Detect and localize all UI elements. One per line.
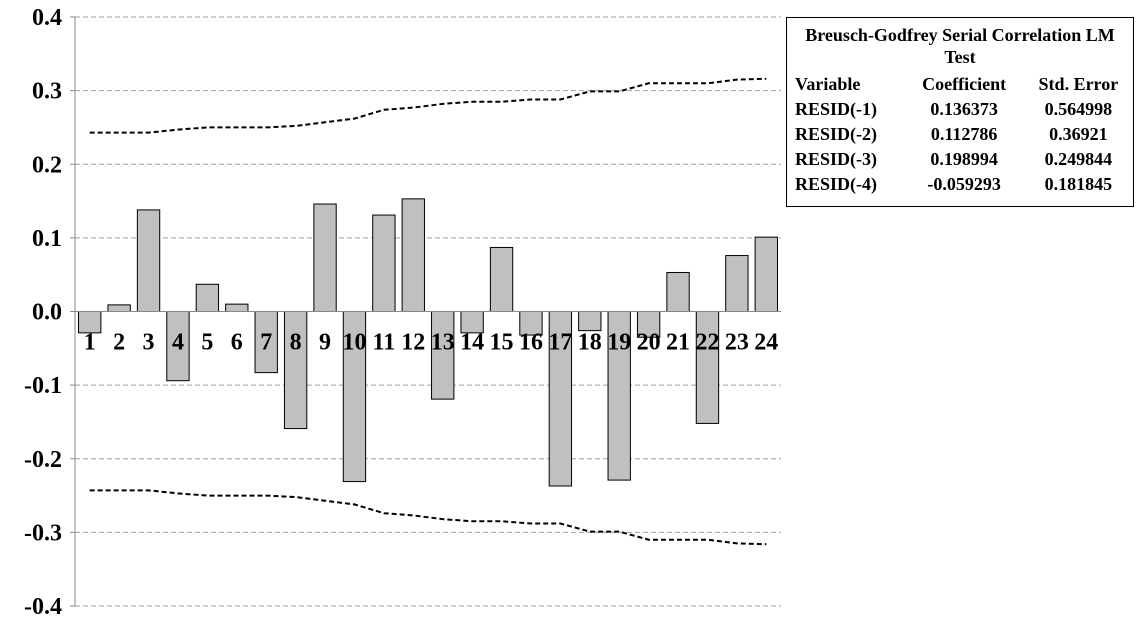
bar bbox=[225, 303, 249, 313]
row-coefficient: 0.136373 bbox=[930, 99, 998, 119]
x-tick-label: 1 bbox=[84, 330, 96, 356]
y-tick-label: -0.3 bbox=[24, 520, 62, 546]
y-tick-label: 0.2 bbox=[32, 152, 62, 178]
x-tick-label: 20 bbox=[637, 330, 661, 356]
row-variable: RESID(-2) bbox=[795, 124, 878, 144]
test-results-box: Breusch-Godfrey Serial Correlation LM Te… bbox=[786, 17, 1134, 207]
bar bbox=[107, 304, 131, 312]
confidence-bands bbox=[89, 77, 767, 546]
table-row: RESID(-4) -0.059293 0.181845 bbox=[795, 172, 1133, 197]
bar bbox=[695, 311, 720, 424]
x-tick-label: 6 bbox=[231, 330, 243, 356]
bar bbox=[754, 236, 778, 312]
x-tick-label: 18 bbox=[578, 330, 602, 356]
row-coefficient: -0.059293 bbox=[927, 174, 1001, 194]
bar bbox=[578, 311, 602, 332]
x-tick-label: 21 bbox=[666, 330, 690, 356]
x-tick-label: 19 bbox=[607, 330, 631, 356]
row-coefficient: 0.198994 bbox=[930, 149, 998, 169]
x-tick-label: 5 bbox=[201, 330, 213, 356]
x-tick-label: 14 bbox=[460, 330, 484, 356]
x-tick-label: 3 bbox=[143, 330, 155, 356]
x-tick-label: 2 bbox=[113, 330, 125, 356]
row-coefficient: 0.112786 bbox=[930, 124, 998, 144]
table-row: RESID(-3) 0.198994 0.249844 bbox=[795, 147, 1133, 172]
x-tick-label: 9 bbox=[319, 330, 331, 356]
upper-band-line bbox=[89, 77, 767, 134]
row-std-error: 0.181845 bbox=[1044, 174, 1113, 194]
header-coefficient: Coefficient bbox=[922, 74, 1007, 94]
y-tick-label: -0.2 bbox=[24, 447, 62, 473]
x-tick-label: 12 bbox=[401, 330, 425, 356]
y-tick-label: 0.0 bbox=[32, 300, 62, 326]
test-title: Breusch-Godfrey Serial Correlation LM Te… bbox=[805, 25, 1115, 67]
y-tick-label: 0.1 bbox=[32, 226, 62, 252]
x-tick-label: 17 bbox=[548, 330, 572, 356]
y-tick-label: 0.4 bbox=[32, 5, 62, 31]
bar bbox=[372, 214, 396, 313]
x-tick-label: 8 bbox=[290, 330, 302, 356]
y-tick-label: 0.3 bbox=[32, 79, 62, 105]
row-variable: RESID(-3) bbox=[795, 149, 878, 169]
table-row: RESID(-2) 0.112786 0.36921 bbox=[795, 122, 1133, 147]
x-tick-label: 10 bbox=[342, 330, 366, 356]
axes bbox=[70, 16, 781, 607]
x-tick-label: 13 bbox=[431, 330, 455, 356]
tick-labels: 0.40.30.20.10.0-0.1-0.2-0.3-0.41 2 3 4 5 6 7 8 9… bbox=[24, 5, 778, 620]
x-tick-label: 11 bbox=[373, 330, 396, 356]
header-std-error: Std. Error bbox=[1038, 74, 1119, 94]
row-std-error: 0.36921 bbox=[1049, 124, 1108, 144]
table-row: RESID(-1) 0.136373 0.564998 bbox=[795, 97, 1133, 122]
bar bbox=[313, 203, 337, 313]
x-tick-label: 23 bbox=[725, 330, 749, 356]
coefficient-table: Variable Coefficient Std. Error RESID(-1… bbox=[795, 72, 1133, 197]
y-tick-label: -0.1 bbox=[24, 373, 62, 399]
x-tick-label: 16 bbox=[519, 330, 543, 356]
row-std-error: 0.249844 bbox=[1044, 149, 1113, 169]
lower-band-line bbox=[89, 489, 767, 546]
x-tick-label: 4 bbox=[172, 330, 184, 356]
table-header-row: Variable Coefficient Std. Error bbox=[795, 72, 1133, 97]
x-tick-label: 24 bbox=[754, 330, 778, 356]
gridlines bbox=[75, 16, 781, 607]
row-std-error: 0.564998 bbox=[1044, 99, 1113, 119]
x-tick-label: 15 bbox=[490, 330, 514, 356]
bar bbox=[401, 198, 425, 312]
y-tick-label: -0.4 bbox=[24, 594, 62, 620]
header-variable: Variable bbox=[795, 74, 861, 94]
row-variable: RESID(-1) bbox=[795, 99, 878, 119]
bar bbox=[489, 246, 514, 312]
bar bbox=[666, 271, 690, 313]
row-variable: RESID(-4) bbox=[795, 174, 878, 194]
x-tick-label: 7 bbox=[260, 330, 272, 356]
bars bbox=[78, 198, 778, 487]
bar bbox=[136, 209, 161, 313]
bar bbox=[725, 255, 749, 312]
bar bbox=[195, 283, 220, 313]
x-tick-label: 22 bbox=[695, 330, 719, 356]
